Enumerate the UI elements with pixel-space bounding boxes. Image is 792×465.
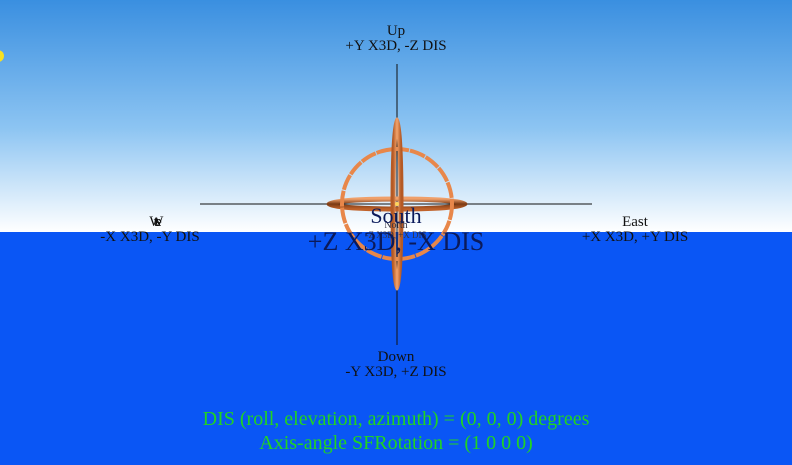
axis-angle-line: Axis-angle SFRotation = (1 0 0 0) [259,432,533,454]
east-label: East +X X3D, +Y DIS [540,215,730,245]
down-label: Down -Y X3D, +Z DIS [296,350,496,380]
sun-marker [0,50,4,62]
south-label: South +Z X3D, -X DIS [250,205,542,255]
down-axes: -Y X3D, +Z DIS [345,364,447,380]
west-label: West -X X3D, -Y DIS [40,215,260,245]
south-title: South [370,203,422,228]
down-title: Down [377,349,415,365]
up-label: Up +Y X3D, -Z DIS [296,24,496,54]
west-axes: -X X3D, -Y DIS [100,229,200,245]
frontal-ring [340,147,454,261]
up-axes: +Y X3D, -Z DIS [345,38,447,54]
up-title: Up [386,23,406,39]
dis-orientation-line: DIS (roll, elevation, azimuth) = (0, 0, … [202,408,590,430]
east-axes: +X X3D, +Y DIS [581,229,689,245]
north-label: North -Z X3D, +X DIS [346,221,446,240]
sky-background [0,0,792,232]
horizontal-ring [326,196,468,212]
north-axes: -Z X3D, +X DIS [365,230,427,240]
vertical-ring [390,117,404,291]
south-axes: +Z X3D, -X DIS [307,227,485,256]
west-title: West [149,214,158,230]
north-title: North [384,220,408,231]
center-marker [395,202,399,206]
east-title: East [622,214,648,230]
orientation-readout: DIS (roll, elevation, azimuth) = (0, 0, … [0,407,792,455]
